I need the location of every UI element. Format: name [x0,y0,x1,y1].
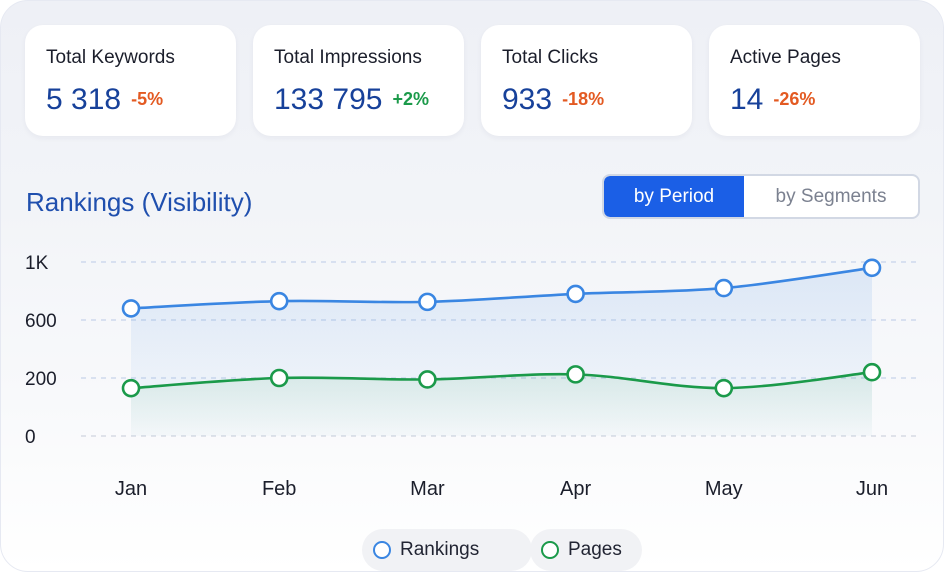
pages-series-line [129,370,874,390]
stat-label: Total Keywords [46,47,175,68]
rankings-data-point[interactable] [862,258,882,278]
stat-card-total-keywords: Total Keywords 5 318 -5% [25,25,236,136]
stat-card-total-impressions: Total Impressions 133 795 +2% [253,25,464,136]
pages-data-point[interactable] [566,365,585,384]
chart-title: Rankings (Visibility) [26,187,253,217]
stat-label: Total Impressions [274,47,422,68]
legend-item-pages[interactable]: Pages [530,529,642,571]
stat-delta: -5% [131,89,164,109]
pages-legend-marker-icon [541,541,559,559]
view-toggle: by Period by Segments [602,174,920,219]
rankings-data-point[interactable] [566,284,585,304]
rankings-data-point[interactable] [121,299,141,318]
pages-data-point[interactable] [418,370,437,389]
x-tick-label: Jan [115,478,147,500]
pages-data-point[interactable] [269,368,289,388]
stat-delta: +2% [392,89,429,109]
y-tick-label: 0 [25,427,36,448]
stat-value: 133 795 [274,83,383,116]
stat-value-row: 933 -18% [502,83,604,117]
y-tick-label: 200 [25,369,57,390]
pages-data-point[interactable] [121,378,141,398]
stat-value-row: 5 318 -5% [46,83,163,117]
pages-data-point[interactable] [862,362,882,382]
by-segments-button[interactable]: by Segments [775,186,887,207]
x-tick-label: Mar [410,478,445,500]
stat-card-active-pages: Active Pages 14 -26% [709,25,920,136]
stat-card-total-clicks: Total Clicks 933 -18% [481,25,692,136]
legend-label: Rankings [400,539,480,560]
x-tick-label: Feb [262,478,296,500]
pages-data-point[interactable] [714,378,734,398]
by-period-button[interactable]: by Period [604,176,744,217]
rankings-data-point[interactable] [269,291,289,311]
stat-value-row: 14 -26% [730,83,815,117]
stat-value: 933 [502,83,553,116]
stat-value: 5 318 [46,83,122,116]
stat-delta: -18% [562,89,605,109]
rankings-line-chart: 0 200 600 1K Jan Feb Mar Apr May Jun [25,253,921,500]
stat-label: Total Clicks [502,47,599,68]
stat-label: Active Pages [730,47,841,68]
x-tick-label: Jun [856,478,888,500]
legend-label: Pages [568,539,622,560]
rankings-data-point[interactable] [418,292,437,312]
legend-item-rankings[interactable]: Rankings [362,529,532,571]
stat-value: 14 [730,83,764,116]
rankings-legend-marker-icon [373,541,391,559]
y-tick-label: 1K [25,253,49,274]
pages-area [131,372,872,436]
stat-value-row: 133 795 +2% [274,83,429,117]
rankings-series-line [129,266,874,310]
rankings-data-point[interactable] [714,278,734,298]
y-tick-label: 600 [25,311,57,332]
x-tick-label: May [705,478,743,500]
stat-delta: -26% [773,89,816,109]
x-tick-label: Apr [560,478,591,500]
